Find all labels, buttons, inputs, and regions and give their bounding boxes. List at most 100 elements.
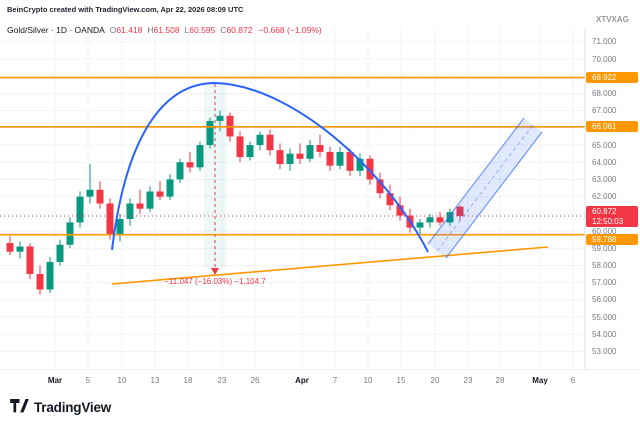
- price-tick-label: 67.000: [592, 106, 617, 116]
- candle-body: [216, 115, 224, 121]
- candle-body: [166, 179, 174, 197]
- time-tick-label: 5: [85, 376, 91, 385]
- candle-body: [66, 222, 74, 245]
- legend-high-value: 61.508: [153, 25, 180, 35]
- legend-low-label: L: [184, 25, 190, 35]
- candle-body: [246, 145, 254, 158]
- price-level-badge: 59.788: [586, 234, 638, 246]
- candle-body: [286, 153, 294, 164]
- candle-body: [316, 145, 324, 152]
- legend-open-value: 61.418: [116, 25, 143, 35]
- legend-open-label: O: [109, 25, 117, 35]
- bar-close-countdown: 12:50:03: [592, 216, 624, 226]
- candle-body: [426, 217, 434, 223]
- channel-upper-edge[interactable]: [427, 117, 525, 245]
- price-tick-label: 62.000: [592, 192, 617, 202]
- candle-body: [396, 205, 404, 216]
- last-price-badge: 60.872 12:50:03: [586, 206, 638, 228]
- tradingview-wordmark: TradingView: [34, 399, 112, 415]
- price-tick-label: 57.000: [592, 278, 617, 288]
- price-axis[interactable]: 71.00070.00069.00068.00067.00066.00065.0…: [585, 0, 640, 370]
- candle-body: [416, 222, 424, 228]
- price-tick-label: 59.000: [592, 243, 617, 253]
- rounded-top-curve[interactable]: [111, 81, 429, 253]
- candle-body: [46, 262, 54, 290]
- candle-body: [366, 158, 374, 180]
- candle-body: [336, 151, 344, 166]
- last-price-value: 60.872: [592, 207, 617, 217]
- legend-low-value: 60.595: [189, 25, 216, 35]
- projection-channel-fill[interactable]: [428, 118, 542, 258]
- legend-change: −0.668 (−1.09%): [258, 25, 322, 35]
- price-tick-label: 71.000: [592, 37, 617, 47]
- candle-body: [456, 206, 464, 217]
- legend-close-label: C: [220, 25, 227, 35]
- time-tick-label: 28: [495, 376, 505, 385]
- price-tick-label: 60.000: [592, 226, 617, 236]
- candle-body: [376, 179, 384, 194]
- price-tick-label: 70.000: [592, 54, 617, 64]
- time-tick-label: 20: [430, 376, 440, 385]
- candle-body: [186, 162, 194, 168]
- legend-close-value: 60.872: [226, 25, 253, 35]
- tradingview-logo-icon: [10, 399, 29, 413]
- candle-body: [116, 219, 124, 235]
- price-level-badge: 68.922: [586, 72, 638, 84]
- time-tick-label: 15: [396, 376, 406, 385]
- candle-body: [156, 191, 164, 197]
- candle-body: [26, 246, 34, 275]
- time-tick-label: May: [532, 376, 548, 385]
- candle-body: [76, 196, 84, 223]
- price-tick-label: 58.000: [592, 260, 617, 270]
- candle-body: [306, 145, 314, 159]
- candle-body: [356, 158, 364, 171]
- candle-body: [146, 191, 154, 209]
- time-axis[interactable]: Mar 5 10 13 18 23 26 Apr 7 10 15 20 23 28 May 6: [0, 370, 640, 392]
- candle-body: [276, 150, 284, 164]
- channel-midline: [436, 124, 534, 252]
- candle-body: [106, 203, 114, 235]
- channel-lower-edge[interactable]: [445, 131, 543, 259]
- price-tick-label: 53.000: [592, 346, 617, 356]
- price-level-badge: 66.061: [586, 121, 638, 133]
- price-tick-label: 54.000: [592, 329, 617, 339]
- time-tick-label: 18: [183, 376, 193, 385]
- legend-symbol[interactable]: Gold/Silver · 1D · OANDA: [7, 25, 105, 35]
- price-tick-label: 55.000: [592, 312, 617, 322]
- candle-body: [136, 203, 144, 209]
- time-tick-label: 13: [150, 376, 160, 385]
- time-tick-label: 10: [363, 376, 373, 385]
- candle-body: [96, 189, 104, 204]
- candle-body: [206, 120, 214, 146]
- candle-body: [16, 246, 24, 252]
- time-tick-label: 26: [250, 376, 260, 385]
- candle-body: [386, 193, 394, 206]
- ascending-trendline[interactable]: [111, 246, 549, 285]
- watermark-attribution: BeinCrypto created with TradingView.com,…: [7, 5, 244, 14]
- candle-body: [256, 134, 264, 146]
- time-tick-label: Mar: [47, 376, 63, 385]
- candle-body: [446, 212, 454, 223]
- candle-body: [176, 162, 184, 180]
- tradingview-logo[interactable]: TradingView: [10, 399, 111, 415]
- candle-body: [436, 217, 444, 223]
- price-tick-label: 65.000: [592, 140, 617, 150]
- measure-label: −11.047 (−16.03%) −1,104.7: [164, 277, 266, 286]
- symbol-watermark: XTVXAG: [596, 15, 629, 24]
- time-tick-label: 23: [217, 376, 227, 385]
- price-tick-label: 56.000: [592, 295, 617, 305]
- price-tick-label: 63.000: [592, 174, 617, 184]
- candle-body: [86, 189, 94, 197]
- candle-body: [346, 151, 354, 171]
- legend-high-label: H: [147, 25, 154, 35]
- candle-body: [56, 244, 64, 262]
- ohlc-legend[interactable]: Gold/Silver · 1D · OANDA O61.418 H61.508 L6…: [7, 25, 322, 35]
- time-tick-label: 7: [332, 376, 338, 385]
- time-tick-label: 6: [570, 376, 576, 385]
- time-tick-label: 10: [117, 376, 127, 385]
- candle-body: [6, 243, 14, 252]
- candle-body: [296, 153, 304, 159]
- candle-body: [126, 203, 134, 219]
